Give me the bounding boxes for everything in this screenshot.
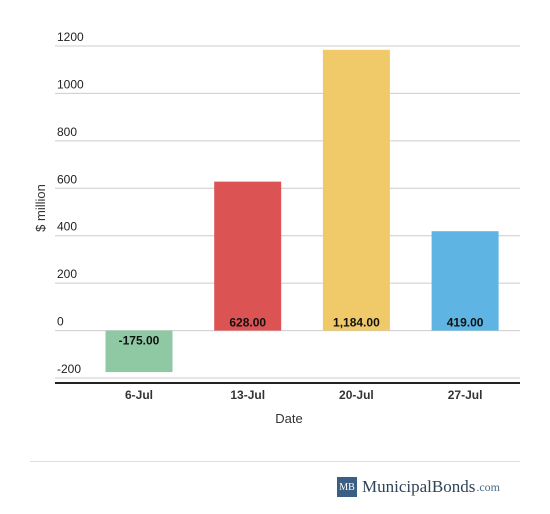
x-tick-label: 27-Jul — [448, 388, 483, 402]
bar-chart: 1200 1000 800 600 400 200 0 -200 -175.00 628.00 1… — [33, 30, 520, 426]
y-axis-title: $ million — [33, 184, 48, 232]
x-tick-label: 20-Jul — [339, 388, 374, 402]
y-tick-label: 1000 — [57, 77, 84, 91]
y-tick-label: 600 — [57, 172, 77, 186]
bar-6-Jul — [105, 330, 173, 373]
y-tick-label: 400 — [57, 220, 77, 234]
x-tick-label: 6-Jul — [125, 388, 153, 402]
y-tick-label: -200 — [57, 362, 81, 376]
y-axis-ticks: 1200 1000 800 600 400 200 0 -200 — [57, 30, 84, 376]
y-tick-label: 1200 — [57, 30, 84, 44]
bar-27-Jul — [431, 231, 499, 331]
logo-mark-icon: MB — [337, 477, 357, 497]
x-axis-ticks: 6-Jul 13-Jul 20-Jul 27-Jul — [125, 388, 482, 402]
x-tick-label: 13-Jul — [230, 388, 265, 402]
logo-tld: .com — [476, 479, 501, 494]
data-label: 628.00 — [229, 316, 266, 330]
x-axis-title: Date — [275, 411, 302, 426]
bar-13-Jul — [214, 181, 282, 331]
y-tick-label: 0 — [57, 315, 64, 329]
logo-name: MunicipalBonds — [362, 477, 476, 496]
bar-20-Jul — [322, 49, 390, 331]
footer-divider — [30, 461, 520, 462]
site-logo: MB MunicipalBonds .com — [337, 477, 500, 497]
data-label: 1,184.00 — [333, 316, 380, 330]
data-label: -175.00 — [119, 334, 160, 348]
data-labels: -175.00 628.00 1,184.00 419.00 — [119, 316, 484, 348]
y-tick-label: 800 — [57, 125, 77, 139]
bars — [105, 49, 499, 373]
y-tick-label: 200 — [57, 267, 77, 281]
data-label: 419.00 — [447, 316, 484, 330]
